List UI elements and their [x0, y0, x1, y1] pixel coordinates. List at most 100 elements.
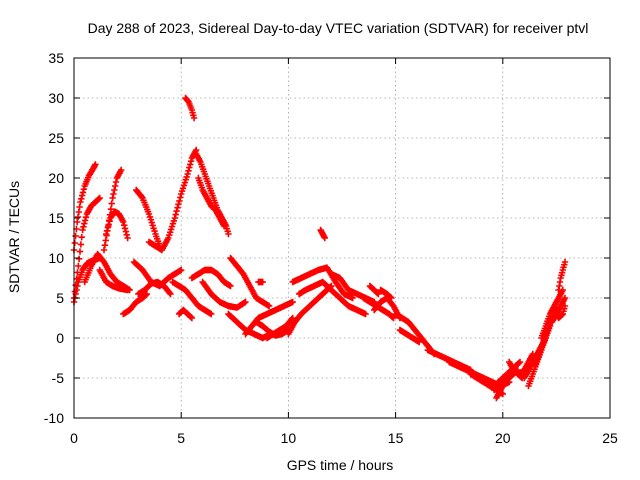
- data-point: [175, 201, 182, 208]
- series-arc-1: [70, 161, 99, 254]
- series-arc-12: [145, 146, 200, 254]
- y-tick-label: 35: [48, 50, 64, 66]
- data-point: [121, 225, 129, 232]
- series-arc-26: [289, 264, 356, 302]
- data-point: [82, 214, 90, 221]
- series-arc-19: [227, 254, 273, 310]
- data-point: [108, 200, 115, 207]
- data-point: [80, 223, 87, 230]
- data-point: [79, 189, 87, 196]
- data-point: [96, 194, 103, 202]
- data-point: [167, 290, 174, 298]
- x-tick-label: 15: [388, 430, 404, 446]
- x-tick-label: 5: [177, 430, 185, 446]
- data-point: [225, 230, 232, 238]
- data-point: [188, 314, 196, 322]
- data-point: [107, 206, 115, 213]
- series-arc-20: [199, 278, 249, 311]
- data-point: [561, 302, 569, 310]
- data-point: [184, 170, 191, 178]
- data-point: [102, 237, 109, 244]
- series-arc-27: [295, 278, 369, 318]
- series-arc-11: [135, 278, 174, 298]
- series-arc-50: [551, 302, 569, 322]
- series-arc-34: [377, 286, 395, 302]
- series-arc-14: [195, 174, 228, 230]
- chart-title: Day 288 of 2023, Sidereal Day-to-day VTE…: [88, 20, 589, 36]
- series-arc-7: [96, 266, 131, 294]
- data-point: [227, 282, 234, 290]
- data-point: [110, 190, 117, 198]
- data-point: [172, 211, 179, 218]
- series-arc-15: [182, 94, 198, 122]
- y-tick-label: 15: [48, 210, 64, 226]
- data-point: [75, 255, 83, 262]
- data-point: [74, 282, 81, 290]
- data-point: [81, 217, 89, 224]
- series-arc-31: [360, 294, 397, 322]
- data-point: [78, 234, 85, 241]
- data-point: [118, 166, 125, 174]
- data-point: [75, 262, 82, 270]
- data-point: [124, 286, 131, 294]
- series-arc-8: [120, 290, 151, 318]
- y-tick-label: 10: [48, 250, 64, 266]
- data-point: [100, 246, 108, 254]
- data-point: [362, 310, 369, 318]
- x-tick-label: 25: [602, 430, 618, 446]
- series-arc-36: [396, 326, 423, 346]
- series-arc-29: [255, 278, 266, 286]
- x-axis-label: GPS time / hours: [287, 457, 394, 473]
- series-arc-47: [538, 286, 566, 342]
- series-arc-18: [175, 306, 196, 322]
- data-point: [561, 258, 569, 266]
- data-point: [190, 114, 198, 122]
- data-point: [124, 234, 131, 242]
- data-point: [561, 294, 569, 302]
- data-point: [388, 294, 395, 302]
- series-arc-30: [328, 270, 378, 306]
- data-point: [171, 214, 178, 222]
- x-tick-label: 10: [281, 430, 297, 446]
- data-point: [259, 278, 266, 286]
- series-arc-16: [169, 278, 215, 318]
- data-point: [120, 218, 127, 226]
- series-arc-9: [133, 186, 163, 250]
- data-point: [103, 227, 111, 234]
- data-point: [416, 338, 423, 346]
- y-tick-label: 30: [48, 90, 64, 106]
- data-point: [289, 298, 296, 306]
- series-arc-28: [317, 226, 328, 242]
- y-tick-label: -5: [52, 370, 65, 386]
- series-arc-22: [242, 298, 296, 338]
- data-point: [176, 197, 183, 205]
- series-arc-33: [366, 282, 382, 298]
- grid-lines: [74, 58, 610, 418]
- y-tick-label: 25: [48, 130, 64, 146]
- x-tick-label: 0: [70, 430, 78, 446]
- series-arc-5: [103, 208, 131, 242]
- axis-ticks: 0 5 10 15 20 25 -10 -5 0 5 10 15 20 25 30 35: [44, 50, 618, 446]
- data-point: [178, 266, 185, 274]
- data-point: [186, 164, 193, 171]
- data-point: [516, 358, 524, 366]
- data-point: [321, 234, 328, 242]
- data-point: [78, 192, 86, 199]
- data-point: [112, 178, 120, 186]
- data-point: [111, 186, 118, 194]
- data-point: [92, 161, 99, 168]
- y-tick-label: 20: [48, 170, 64, 186]
- data-point: [71, 239, 78, 247]
- y-tick-label: 5: [56, 290, 64, 306]
- data-point: [349, 294, 356, 302]
- data-point: [76, 248, 84, 255]
- y-axis-label: SDTVAR / TECUs: [6, 181, 22, 293]
- data-point: [187, 161, 194, 168]
- data-point: [123, 231, 130, 238]
- data-point: [105, 221, 112, 228]
- data-point: [390, 314, 397, 322]
- series-arc-21: [225, 310, 275, 342]
- x-tick-label: 20: [495, 430, 511, 446]
- data-point: [72, 232, 79, 240]
